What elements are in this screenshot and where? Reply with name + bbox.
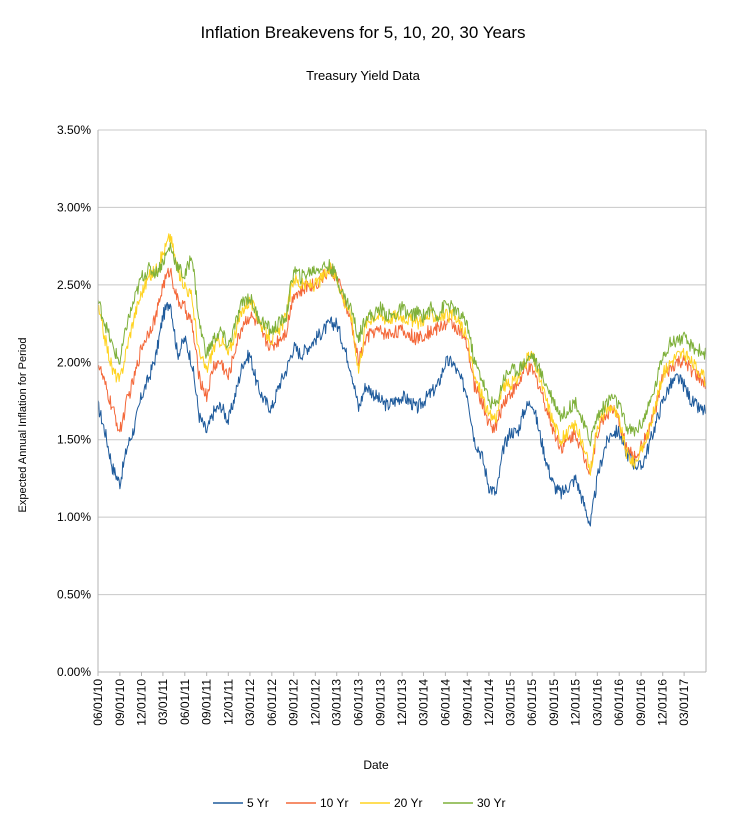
- x-tick-label: 03/01/12: [243, 679, 257, 726]
- legend-label: 5 Yr: [247, 796, 269, 810]
- legend-label: 30 Yr: [477, 796, 505, 810]
- x-tick-label: 12/01/10: [135, 679, 149, 726]
- y-tick-label: 1.00%: [57, 510, 91, 524]
- x-tick-label: 09/01/15: [547, 679, 561, 726]
- y-tick-label: 2.00%: [57, 355, 91, 369]
- x-tick-label: 06/01/12: [265, 679, 279, 726]
- y-tick-label: 0.00%: [57, 665, 91, 679]
- x-tick-label: 03/01/17: [677, 679, 691, 726]
- chart-title: Inflation Breakevens for 5, 10, 20, 30 Y…: [200, 23, 525, 42]
- x-tick-label: 06/01/16: [612, 679, 626, 726]
- x-tick-label: 03/01/14: [417, 679, 431, 726]
- x-tick-label: 03/01/16: [590, 679, 604, 726]
- x-tick-label: 03/01/11: [156, 679, 170, 725]
- x-tick-label: 12/01/11: [221, 679, 235, 725]
- y-axis-label: Expected Annual Inflation for Period: [17, 338, 29, 513]
- x-tick-label: 06/01/14: [438, 679, 452, 726]
- x-tick-label: 06/01/13: [352, 679, 366, 726]
- y-tick-label: 3.50%: [57, 123, 91, 137]
- series-line-10-yr: [97, 263, 707, 475]
- legend-label: 10 Yr: [320, 796, 348, 810]
- y-tick-label: 1.50%: [57, 433, 91, 447]
- gridlines: [98, 129, 706, 596]
- chart-subtitle: Treasury Yield Data: [306, 68, 420, 83]
- x-tick-label: 09/01/16: [634, 679, 648, 726]
- legend-label: 20 Yr: [394, 796, 422, 810]
- x-tick-label: 09/01/10: [113, 679, 127, 726]
- x-tick-label: 06/01/11: [178, 679, 192, 725]
- x-axis-label: Date: [363, 758, 389, 772]
- series-line-5-yr: [97, 302, 707, 527]
- x-tick-label: 03/01/13: [330, 679, 344, 726]
- x-tick-label: 09/01/13: [373, 679, 387, 726]
- x-tick-label: 12/01/14: [482, 679, 496, 726]
- series-line-30-yr: [97, 242, 707, 447]
- x-tick-label: 03/01/15: [503, 679, 517, 726]
- x-tick-label: 09/01/12: [287, 679, 301, 726]
- x-tick-label: 09/01/14: [460, 679, 474, 726]
- x-tick-label: 06/01/10: [91, 679, 105, 726]
- y-tick-label: 2.50%: [57, 278, 91, 292]
- y-tick-label: 3.00%: [57, 200, 91, 214]
- x-tick-label: 12/01/15: [569, 679, 583, 726]
- x-tick-label: 12/01/16: [656, 679, 670, 726]
- plot-lines: [97, 233, 707, 527]
- y-tick-label: 0.50%: [57, 588, 91, 602]
- x-tick-label: 06/01/15: [525, 679, 539, 726]
- x-tick-label: 12/01/12: [308, 679, 322, 726]
- x-tick-label: 09/01/11: [200, 679, 214, 725]
- x-tick-label: 12/01/13: [395, 679, 409, 726]
- x-axis-ticks: 06/01/10 09/01/10 12/01/10 03/01/11 06/01/11…: [91, 672, 691, 726]
- legend: 5 Yr 10 Yr 20 Yr 30 Yr: [213, 796, 505, 810]
- y-axis-ticks: 0.00% 0.50% 1.00% 1.50% 2.00% 2.50% 3.00% 3.50%: [57, 123, 91, 679]
